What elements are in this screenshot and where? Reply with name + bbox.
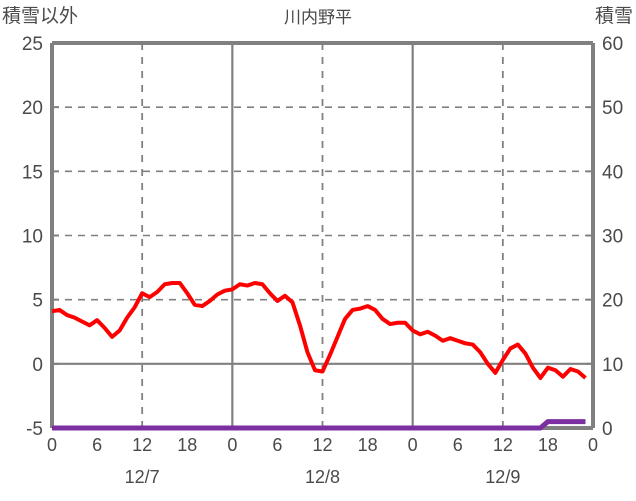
x-axis-tick-label: 6	[453, 435, 463, 455]
left-axis-title: 積雪以外	[2, 6, 79, 27]
y-axis-tick-label-right: 0	[602, 419, 613, 440]
data-series	[51, 280, 587, 431]
page-title: 川内野平	[284, 8, 352, 27]
x-axis-tick-label: 6	[92, 435, 102, 455]
x-axis-tick-label: 0	[227, 435, 237, 455]
y-axis-tick-label-left: 25	[22, 34, 43, 55]
x-axis-tick-label: 0	[408, 435, 418, 455]
y-axis-tick-label-left: 0	[32, 355, 43, 376]
x-axis-tick-label: 18	[358, 435, 378, 455]
x-axis-tick-label: 12	[493, 435, 513, 455]
y-axis-tick-label-left: 20	[22, 98, 43, 119]
x-axis-tick-label: 6	[272, 435, 282, 455]
x-axis-tick-label: 12	[312, 435, 332, 455]
x-axis-tick-label: 18	[538, 435, 558, 455]
y-axis-tick-label-left: -5	[26, 419, 43, 440]
y-axis-tick-label-right: 60	[602, 34, 623, 55]
right-axis-title: 積雪	[594, 6, 633, 27]
x-axis-tick-label: 0	[588, 435, 598, 455]
y-axis-tick-label-left: 10	[22, 227, 43, 248]
x-axis-day-label: 12/9	[485, 467, 520, 487]
x-axis-tick-label: 18	[177, 435, 197, 455]
series-line-snowdepth	[52, 419, 586, 431]
series-line-temperature	[51, 280, 587, 380]
y-axis-tick-label-right: 40	[602, 162, 623, 183]
x-axis-day-label: 12/7	[125, 467, 160, 487]
y-axis-tick-label-left: 15	[22, 162, 43, 183]
y-axis-tick-label-right: 10	[602, 355, 623, 376]
y-axis-tick-label-right: 50	[602, 98, 623, 119]
x-axis-tick-label: 12	[132, 435, 152, 455]
x-axis-day-label: 12/8	[305, 467, 340, 487]
y-axis-tick-label-right: 30	[602, 227, 623, 248]
y-axis-tick-label-left: 5	[32, 291, 43, 312]
x-axis-tick-label: 0	[47, 435, 57, 455]
y-axis-tick-label-right: 20	[602, 291, 623, 312]
